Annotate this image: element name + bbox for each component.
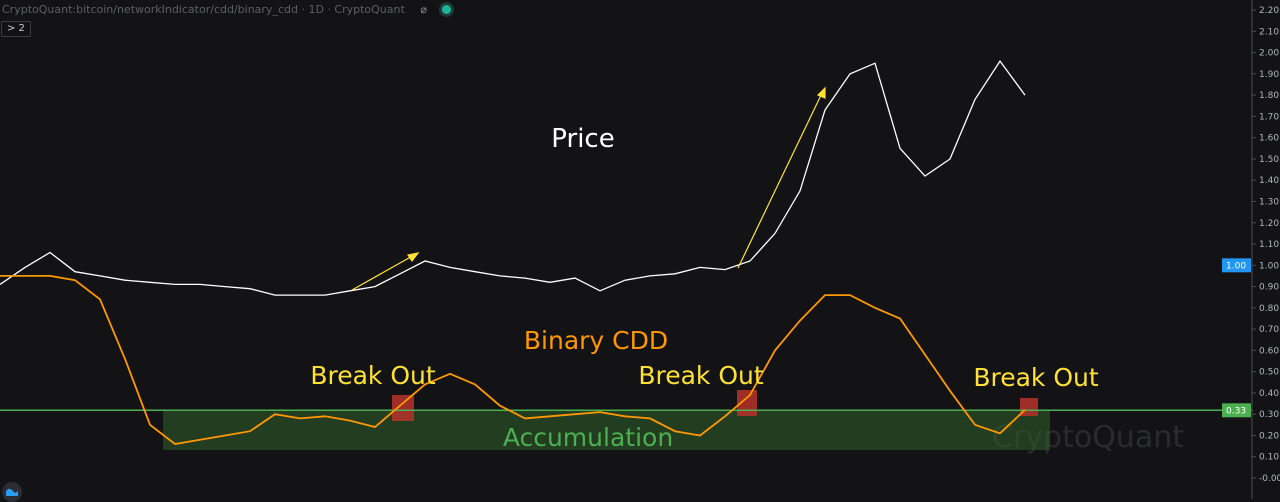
y-tick-label: 0.90 [1259,283,1279,293]
price-annotation: Price [551,124,614,154]
arrowhead-icon [407,252,420,263]
threshold-value-label-bg [1222,403,1251,418]
arrowhead-icon [816,86,826,99]
y-tick-label: 1.40 [1259,176,1279,186]
price-value-label: 1.00 [1226,261,1246,271]
y-tick-label: -0.00 [1259,474,1280,484]
y-tick-label: 1.60 [1259,134,1279,144]
collapse-indicators-button[interactable]: > 2 [1,21,31,37]
y-tick-label: 0.80 [1259,304,1279,314]
y-tick-label: 0.50 [1259,368,1279,378]
y-tick-label: 1.80 [1259,91,1279,101]
tradingview-logo-icon[interactable] [2,482,22,502]
y-tick-label: 1.00 [1259,261,1279,271]
y-tick-label: 2.10 [1259,27,1279,37]
trend-arrow [351,253,417,291]
y-tick-label: 0.60 [1259,346,1279,356]
y-tick-label: 1.70 [1259,112,1279,122]
threshold-value-label: 0.33 [1226,406,1246,416]
y-tick-label: 2.20 [1259,6,1279,16]
chart-header: CryptoQuant:bitcoin/networkIndicator/cdd… [2,3,452,16]
chart-title: CryptoQuant:bitcoin/networkIndicator/cdd… [2,3,405,16]
accumulation-label: Accumulation [503,423,673,452]
price-value-label-bg [1222,258,1251,273]
breakout-marker [737,390,757,416]
y-tick-label: 0.10 [1259,453,1279,463]
breakout-marker [392,395,414,421]
status-dot-icon [442,5,452,14]
breakout-marker [1020,398,1038,416]
y-tick-label: 1.10 [1259,240,1279,250]
y-tick-label: 0.20 [1259,431,1279,441]
y-tick-label: 1.30 [1259,197,1279,207]
y-tick-label: 1.50 [1259,155,1279,165]
binary-cdd-line [0,274,1026,445]
y-tick-label: 0.30 [1259,410,1279,420]
y-tick-label: 2.00 [1259,49,1279,59]
y-tick-label: 0.70 [1259,325,1279,335]
cdd-annotation: Binary CDD [524,326,668,355]
breakout-label: Break Out [310,361,436,390]
y-tick-label: 1.90 [1259,70,1279,80]
y-tick-label: 0.40 [1259,389,1279,399]
eye-off-icon[interactable]: ⌀ [420,3,427,16]
trend-arrow [737,90,824,269]
breakout-label: Break Out [973,363,1099,392]
price-line [0,59,1026,296]
y-tick-label: 1.20 [1259,219,1279,229]
breakout-label: Break Out [638,361,764,390]
